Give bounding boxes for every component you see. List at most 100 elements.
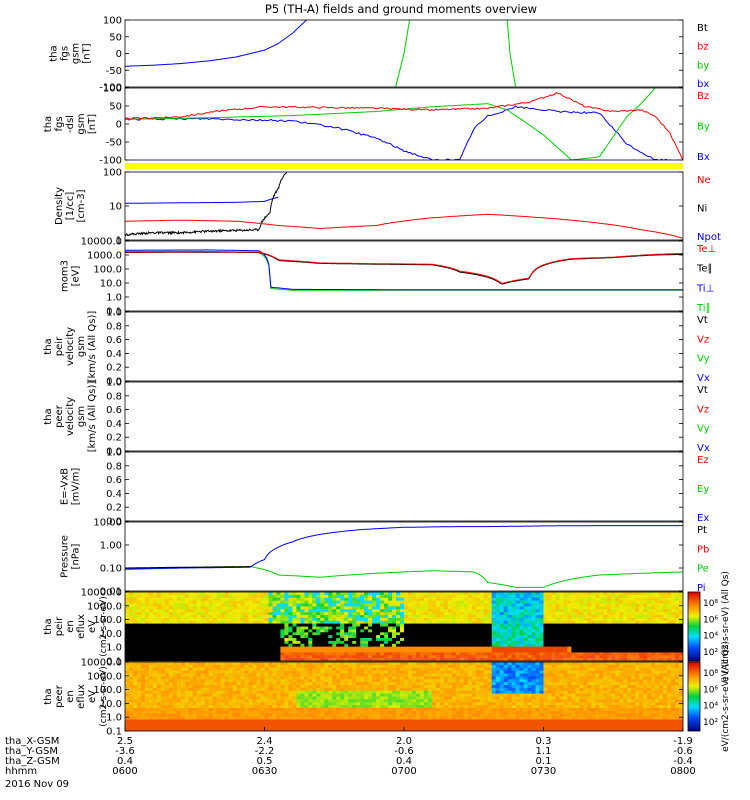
heatmap-cell [655,623,660,628]
heatmap-cell [340,699,345,703]
y-tick-label: -50 [106,138,122,149]
heatmap-cell [615,646,620,651]
heatmap-cell [216,713,222,718]
heatmap-cell [137,638,142,642]
heatmap-cell [188,664,194,669]
heatmap-cell [184,623,190,628]
heatmap-cell [599,606,604,610]
heatmap-cell [248,600,254,605]
heatmap-cell [240,652,246,656]
heatmap-cell [380,617,385,622]
heatmap-cell [519,592,525,596]
heatmap-cell [240,713,246,718]
heatmap-cell [228,615,234,619]
heatmap-cell [264,699,270,703]
heatmap-cell [360,606,365,610]
heatmap-cell [216,603,222,607]
heatmap-cell [216,676,222,680]
heatmap-cell [152,690,158,695]
heatmap-cell [160,687,166,692]
heatmap-cell [256,693,262,698]
heatmap-cell [244,690,250,695]
heatmap-cell [404,594,409,599]
heatmap-cell [144,719,150,723]
heatmap-cell [336,676,341,680]
heatmap-cell [635,623,640,628]
heatmap-cell [148,623,154,628]
heatmap-cell [196,638,202,642]
heatmap-cell [268,655,274,659]
heatmap-cell [316,615,321,619]
heatmap-cell [137,617,142,622]
heatmap-cell [675,600,680,605]
heatmap-cell [587,606,592,610]
heatmap-cell [220,728,226,731]
heatmap-cell [595,632,600,636]
heatmap-cell [152,667,158,672]
heatmap-cell [125,664,130,669]
heatmap-cell [248,670,254,675]
heatmap-cell [288,635,293,639]
heatmap-cell [324,606,329,610]
heatmap-cell [152,603,158,607]
heatmap-cell [352,649,357,653]
heatmap-cell [268,687,274,692]
heatmap-cell [280,670,285,675]
heatmap-cell [675,612,680,616]
heatmap-cell [129,649,134,653]
heatmap-cell [244,617,250,622]
heatmap-cell [184,696,190,700]
heatmap-cell [631,646,636,651]
heatmap-cell [368,638,373,642]
heatmap-cell [144,658,150,661]
heatmap-cell [559,640,564,645]
heatmap-cell [292,679,297,683]
heatmap-cell [208,693,214,698]
heatmap-cell [483,649,489,653]
heatmap-cell [220,685,226,689]
heatmap-cell [467,606,473,610]
heatmap-cell [304,679,309,683]
heatmap-cell [212,632,218,636]
heatmap-cell [208,606,214,610]
heatmap-cell [547,609,553,613]
heatmap-cell [587,649,592,653]
heatmap-cell [427,643,433,648]
heatmap-cell [671,658,676,661]
heatmap-cell [133,609,138,613]
heatmap-cell [204,687,210,692]
legend-entry: Ey [697,484,709,495]
heatmap-cell [176,620,182,625]
heatmap-cell [240,626,246,630]
heatmap-cell [344,623,349,628]
heatmap-cell [264,676,270,680]
heatmap-cell [188,635,194,639]
heatmap-cell [288,682,293,686]
heatmap-cell [587,597,592,602]
heatmap-cell [212,685,218,689]
heatmap-cell [276,649,282,653]
heatmap-cell [133,600,138,605]
heatmap-cell [232,629,238,633]
heatmap-cell [531,635,537,639]
heatmap-cell [531,640,537,645]
heatmap-cell [156,708,162,712]
heatmap-cell [260,620,266,625]
heatmap-cell [272,638,278,642]
heatmap-cell [675,597,680,602]
heatmap-cell [587,592,592,596]
heatmap-cell [603,638,608,642]
heatmap-cell [639,600,644,605]
heatmap-cell [228,646,234,651]
heatmap-cell [284,620,289,625]
heatmap-cell [312,623,317,628]
heatmap-cell [144,620,150,625]
heatmap-cell [252,679,258,683]
heatmap-cell [168,705,174,709]
heatmap-cell [599,623,604,628]
heatmap-cell [324,652,329,656]
heatmap-cell [236,623,242,628]
heatmap-cell [579,638,584,642]
heatmap-cell [479,632,485,636]
heatmap-cell [244,728,250,731]
